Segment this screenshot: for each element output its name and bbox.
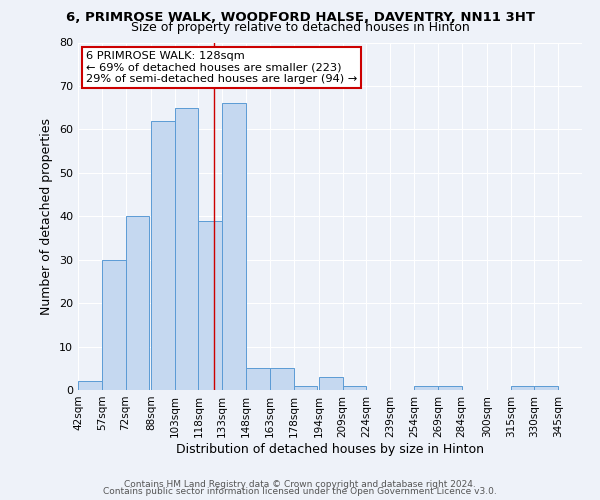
Bar (222, 104, 246, 390)
Bar (175, 108, 199, 390)
Bar (293, 386, 317, 390)
Bar (343, 386, 367, 390)
X-axis label: Distribution of detached houses by size in Hinton: Distribution of detached houses by size … (176, 442, 484, 456)
Bar (78, 382, 102, 390)
Bar (199, 220, 222, 390)
Text: Contains HM Land Registry data © Crown copyright and database right 2024.: Contains HM Land Registry data © Crown c… (124, 480, 476, 489)
Bar (246, 368, 270, 390)
Bar (511, 386, 535, 390)
Bar (125, 216, 149, 390)
Text: 6 PRIMROSE WALK: 128sqm
← 69% of detached houses are smaller (223)
29% of semi-d: 6 PRIMROSE WALK: 128sqm ← 69% of detache… (86, 51, 357, 84)
Text: 6, PRIMROSE WALK, WOODFORD HALSE, DAVENTRY, NN11 3HT: 6, PRIMROSE WALK, WOODFORD HALSE, DAVENT… (65, 11, 535, 24)
Bar (438, 386, 461, 390)
Bar (151, 120, 175, 390)
Text: Size of property relative to detached houses in Hinton: Size of property relative to detached ho… (131, 22, 469, 35)
Bar (102, 260, 125, 390)
Y-axis label: Number of detached properties: Number of detached properties (40, 118, 53, 315)
Text: Contains public sector information licensed under the Open Government Licence v3: Contains public sector information licen… (103, 488, 497, 496)
Bar (319, 377, 343, 390)
Bar (414, 386, 438, 390)
Bar (535, 386, 558, 390)
Bar (270, 368, 293, 390)
